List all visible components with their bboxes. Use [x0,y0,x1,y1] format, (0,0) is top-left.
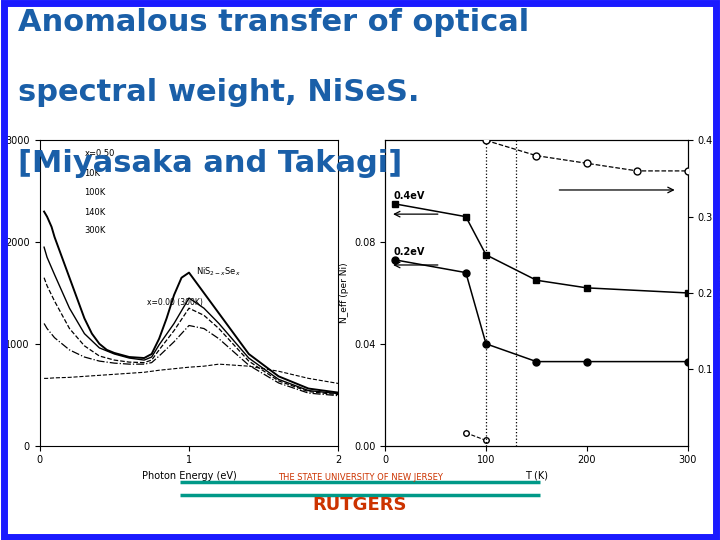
Text: [Miyasaka and Takagi]: [Miyasaka and Takagi] [18,148,402,178]
Y-axis label: N_eff (per Ni): N_eff (per Ni) [340,262,348,323]
Text: 0.4eV: 0.4eV [393,191,425,201]
Text: 100K: 100K [84,188,106,197]
Text: RUTGERS: RUTGERS [312,496,408,514]
Text: 0.2eV: 0.2eV [393,247,425,257]
Text: 300K: 300K [84,226,106,235]
X-axis label: T (K): T (K) [525,471,548,481]
Text: spectral weight, NiSeS.: spectral weight, NiSeS. [18,78,420,107]
Text: x=0.00 (300K): x=0.00 (300K) [147,298,203,307]
Y-axis label: Peak Energy (eV): Peak Energy (eV) [719,254,720,332]
X-axis label: Photon Energy (eV): Photon Energy (eV) [142,471,236,481]
Text: x=0.50: x=0.50 [84,148,114,158]
Text: Anomalous transfer of optical: Anomalous transfer of optical [18,8,529,37]
Text: 10K: 10K [84,169,100,178]
Text: NiS$_{2-x}$Se$_x$: NiS$_{2-x}$Se$_x$ [197,266,241,278]
Text: 140K: 140K [84,207,106,217]
Text: THE STATE UNIVERSITY OF NEW JERSEY: THE STATE UNIVERSITY OF NEW JERSEY [278,472,442,482]
